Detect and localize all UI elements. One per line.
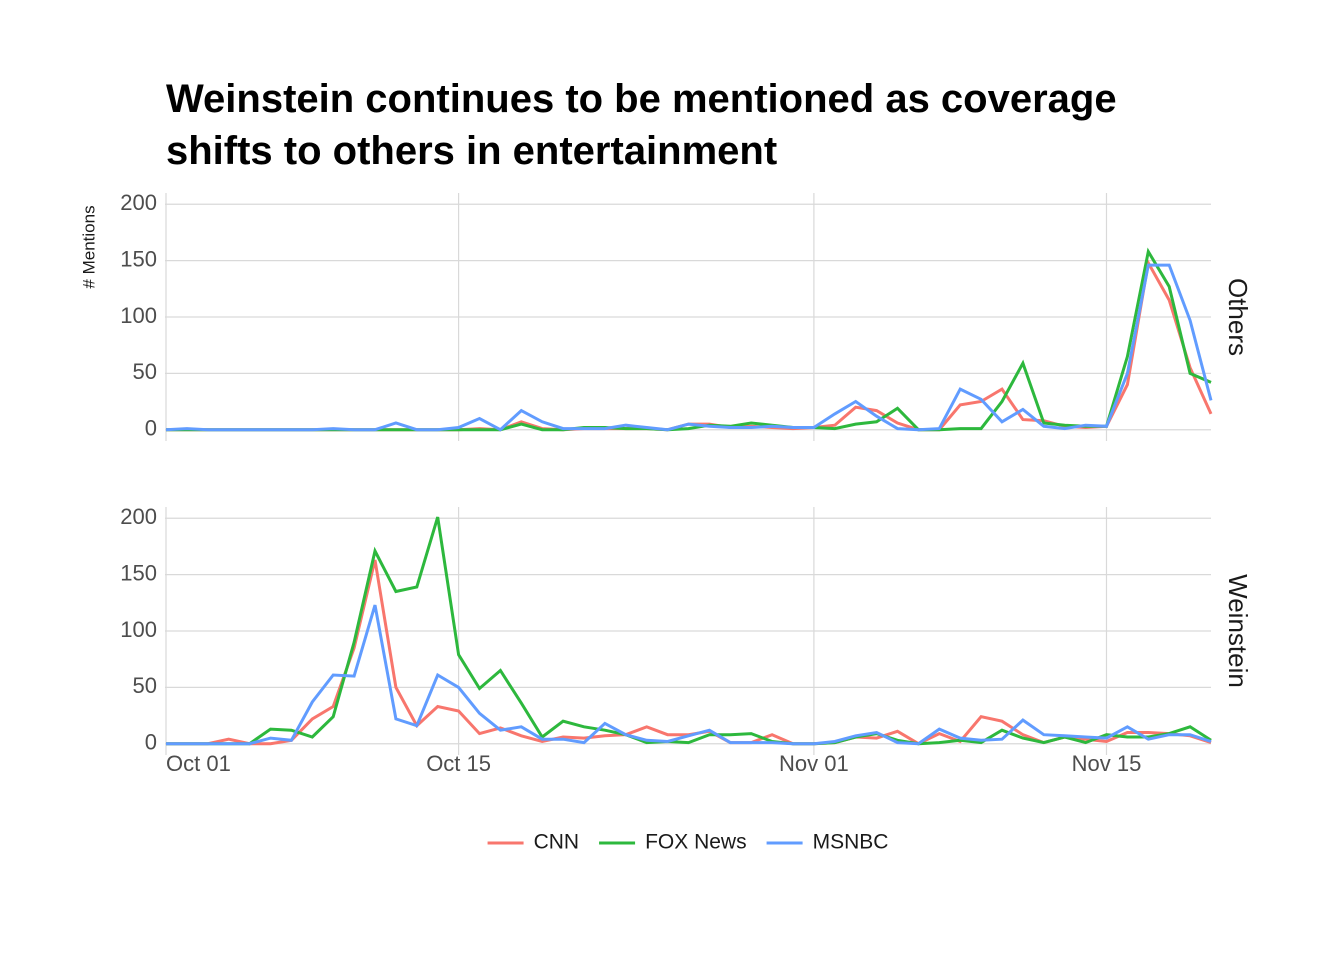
x-tick-label: Nov 01 [779,751,849,776]
y-tick-label: 0 [145,730,157,755]
y-tick-label: 150 [120,246,157,271]
y-tick-label: 200 [120,504,157,529]
y-tick-label: 0 [145,416,157,441]
legend-label: CNN [534,831,580,854]
y-tick-label: 150 [120,560,157,585]
series-line [165,263,1213,432]
series-line [166,258,1213,432]
chart-title: shifts to others in entertainment [166,129,777,173]
y-tick-label: 50 [133,673,157,698]
facet-label: Weinstein [1223,574,1253,688]
legend-label: MSNBC [813,831,889,854]
y-axis-title: # Mentions [79,205,98,288]
y-tick-label: 200 [120,190,157,215]
y-tick-label: 100 [120,303,157,328]
legend-label: FOX News [645,831,747,854]
facet-label: Others [1223,278,1253,356]
y-tick-label: 100 [120,617,157,642]
x-tick-label: Oct 01 [166,751,231,776]
x-tick-label: Oct 15 [426,751,491,776]
y-tick-label: 50 [133,359,157,384]
series-line [166,559,1212,746]
series-line [166,247,1212,432]
series-line [166,604,1212,746]
legend: CNN FOX News MSNBC [487,831,889,854]
series-line [166,516,1212,746]
x-tick-label: Nov 15 [1072,751,1142,776]
chart-title: Weinstein continues to be mentioned as c… [166,77,1117,121]
